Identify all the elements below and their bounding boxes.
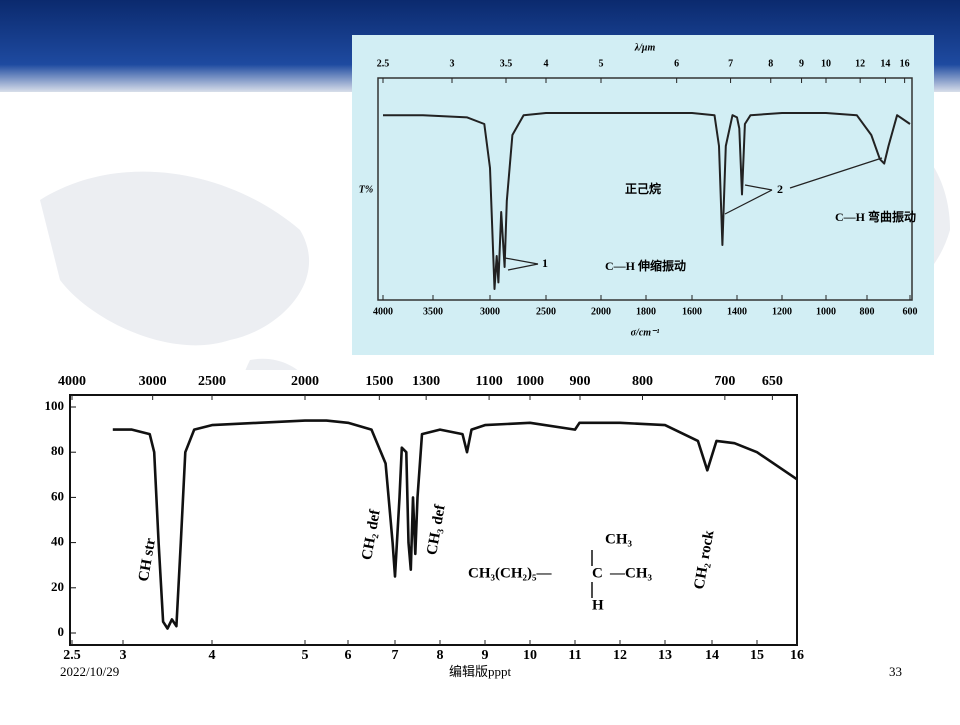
y-tick-label: 40: [51, 534, 64, 549]
x-tick-label: 8: [437, 648, 444, 663]
x-tick-label: 6: [345, 648, 352, 663]
y-tick-label: 80: [51, 443, 64, 458]
annotation: C—H 弯曲振动: [835, 209, 916, 224]
x2-tick-label: 800: [632, 374, 653, 389]
x-tick-label: 600: [903, 306, 918, 317]
annotation: C—H 伸缩振动: [605, 258, 686, 273]
annotation: CH₃(CH₂)₅—: [468, 565, 552, 581]
x-tick-label: 13: [658, 648, 672, 663]
axis-label: λ/μm: [634, 42, 656, 53]
annotation: 1: [542, 256, 548, 270]
x-tick-label: 2500: [536, 306, 556, 317]
x2-tick-label: 6: [674, 58, 679, 69]
x-tick-label: 1800: [636, 306, 656, 317]
x2-tick-label: 12: [855, 58, 865, 69]
x2-tick-label: 1500: [365, 374, 393, 389]
x2-tick-label: 650: [762, 374, 783, 389]
y-tick-label: 60: [51, 488, 64, 503]
x-tick-label: 3500: [423, 306, 443, 317]
spectrum-image: [352, 35, 934, 355]
spectrum-line: [383, 112, 911, 290]
x2-tick-label: 3: [450, 58, 455, 69]
x2-tick-label: 2000: [291, 374, 319, 389]
x-tick-label: 2.5: [63, 648, 81, 663]
x-tick-label: 3000: [480, 306, 500, 317]
spectrum-image: [40, 370, 810, 668]
annotation: C: [592, 565, 603, 581]
annotation: 2: [777, 182, 783, 196]
annotation: —CH₃: [609, 565, 653, 581]
x2-tick-label: 4: [544, 58, 549, 69]
annotation: 正己烷: [625, 181, 661, 196]
y-tick-label: 0: [58, 624, 65, 639]
x-tick-label: 14: [705, 648, 719, 663]
x-tick-label: 2000: [591, 306, 611, 317]
x-tick-label: 1200: [772, 306, 792, 317]
x2-tick-label: 2500: [198, 374, 226, 389]
annotation: CH₃: [605, 531, 633, 547]
x2-tick-label: 7: [728, 58, 733, 69]
x-tick-label: 15: [750, 648, 764, 663]
x-tick-label: 5: [302, 648, 309, 663]
plot-frame: [69, 394, 798, 646]
y-tick-label: 20: [51, 579, 64, 594]
x-tick-label: 16: [790, 648, 804, 663]
spectrum-line: [112, 419, 798, 630]
x2-tick-label: 9: [799, 58, 804, 69]
x-tick-label: 1600: [682, 306, 702, 317]
axis-label: σ/cm⁻¹: [631, 327, 660, 338]
x2-tick-label: 14: [880, 58, 890, 69]
x2-tick-label: 16: [900, 58, 910, 69]
x2-tick-label: 10: [821, 58, 831, 69]
x2-tick-label: 8: [768, 58, 773, 69]
annotation: CH str: [136, 537, 159, 583]
x2-tick-label: 700: [714, 374, 735, 389]
x-tick-label: 10: [523, 648, 537, 663]
x2-tick-label: 5: [599, 58, 604, 69]
plot-frame: [377, 77, 913, 301]
x2-tick-label: 3000: [139, 374, 167, 389]
x2-tick-label: 1100: [475, 374, 502, 389]
x2-tick-label: 1000: [516, 374, 544, 389]
x2-tick-label: 4000: [58, 374, 86, 389]
x-tick-label: 4000: [373, 306, 393, 317]
x2-tick-label: 1300: [412, 374, 440, 389]
x2-tick-label: 3.5: [500, 58, 513, 69]
x-tick-label: 1400: [727, 306, 747, 317]
x-tick-label: 800: [860, 306, 875, 317]
x-tick-label: 12: [613, 648, 627, 663]
annotation: H: [592, 597, 604, 613]
y-tick-label: 100: [45, 398, 65, 413]
page-number: 33: [889, 664, 902, 679]
x-tick-label: 11: [568, 648, 581, 663]
x-tick-label: 1000: [816, 306, 836, 317]
axis-label: T%: [359, 184, 373, 195]
x-tick-label: 9: [482, 648, 489, 663]
x2-tick-label: 900: [570, 374, 591, 389]
annotation-arrows: [504, 157, 883, 271]
x-tick-label: 3: [120, 648, 127, 663]
x-tick-label: 7: [392, 648, 399, 663]
footer-date: 2022/10/29: [60, 664, 119, 679]
footer-center: 编辑版pppt: [449, 664, 512, 679]
x-tick-label: 4: [209, 648, 216, 663]
x2-tick-label: 2.5: [377, 58, 390, 69]
